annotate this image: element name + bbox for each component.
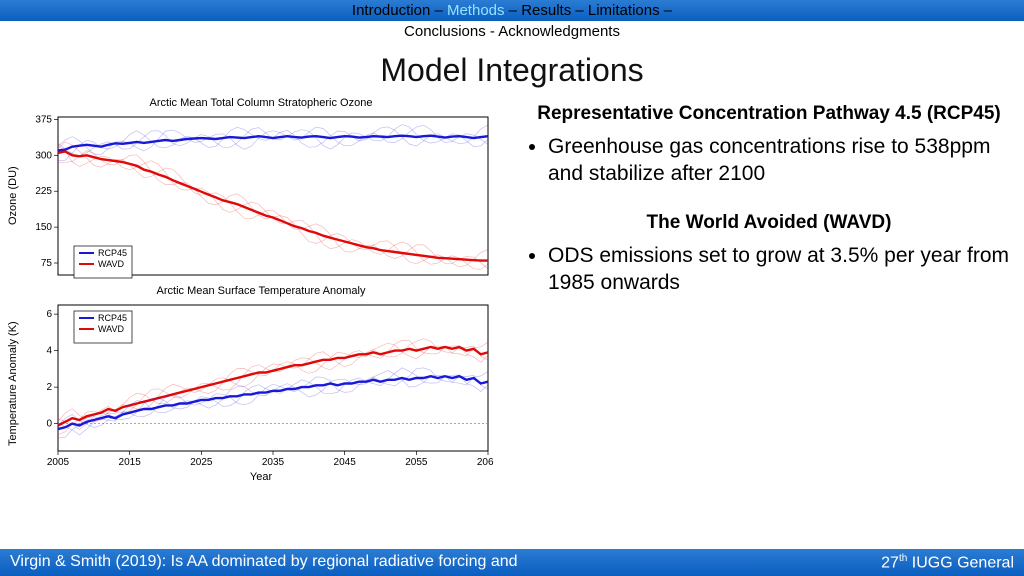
svg-text:2065: 2065 xyxy=(477,457,494,468)
svg-text:WAVD: WAVD xyxy=(98,324,124,334)
svg-text:2055: 2055 xyxy=(405,457,428,468)
svg-text:75: 75 xyxy=(41,258,53,269)
chart-1: Arctic Mean Total Column Stratopheric Oz… xyxy=(6,97,516,281)
svg-text:4: 4 xyxy=(46,346,52,357)
svg-text:2035: 2035 xyxy=(262,457,285,468)
nav-sub: Conclusions - Acknowledgments xyxy=(0,21,1024,44)
rcp45-bullet: Greenhouse gas concentrations rise to 53… xyxy=(548,133,1014,188)
nav-active: Methods xyxy=(447,2,505,19)
chart2-xlabel: Year xyxy=(6,471,516,483)
svg-text:375: 375 xyxy=(35,114,52,125)
right-column: Representative Concentration Pathway 4.5… xyxy=(524,97,1014,483)
svg-text:225: 225 xyxy=(35,186,52,197)
chart-2: Arctic Mean Surface Temperature Anomaly … xyxy=(6,285,516,483)
chart2-svg: 0 2 4 6 2005 2015 2025 2035 2045 2055 2065 RCP45WAV… xyxy=(24,299,494,469)
svg-text:RCP45: RCP45 xyxy=(98,248,127,258)
svg-text:2015: 2015 xyxy=(119,457,142,468)
svg-text:0: 0 xyxy=(46,419,52,430)
left-column: Arctic Mean Total Column Stratopheric Oz… xyxy=(6,97,516,483)
nav-pre: Introduction – xyxy=(352,2,447,19)
chart1-ylabel: Ozone (DU) xyxy=(6,111,20,281)
wavd-heading: The World Avoided (WAVD) xyxy=(524,212,1014,234)
wavd-bullet: ODS emissions set to grow at 3.5% per ye… xyxy=(548,242,1014,297)
chart1-title: Arctic Mean Total Column Stratopheric Oz… xyxy=(6,97,516,109)
svg-text:2025: 2025 xyxy=(190,457,213,468)
svg-text:WAVD: WAVD xyxy=(98,259,124,269)
footer-left: Virgin & Smith (2019): Is AA dominated b… xyxy=(10,553,518,572)
svg-text:RCP45: RCP45 xyxy=(98,313,127,323)
chart1-svg: 75 150 225 300 375 RCP45WAVD xyxy=(24,111,494,281)
nav-bar: Introduction – Methods – Results – Limit… xyxy=(0,0,1024,21)
svg-text:2005: 2005 xyxy=(47,457,70,468)
page-title: Model Integrations xyxy=(0,52,1024,89)
chart2-ylabel: Temperature Anomaly (K) xyxy=(6,299,20,469)
svg-text:2045: 2045 xyxy=(334,457,357,468)
main-content: Arctic Mean Total Column Stratopheric Oz… xyxy=(0,97,1024,483)
chart2-title: Arctic Mean Surface Temperature Anomaly xyxy=(6,285,516,297)
nav-post: – Results – Limitations – xyxy=(505,2,673,19)
svg-text:300: 300 xyxy=(35,150,52,161)
svg-text:6: 6 xyxy=(46,309,52,320)
footer-right: 27th IUGG General xyxy=(881,553,1014,572)
footer-bar: Virgin & Smith (2019): Is AA dominated b… xyxy=(0,549,1024,576)
rcp45-heading: Representative Concentration Pathway 4.5… xyxy=(524,103,1014,125)
svg-text:150: 150 xyxy=(35,222,52,233)
svg-text:2: 2 xyxy=(46,382,52,393)
